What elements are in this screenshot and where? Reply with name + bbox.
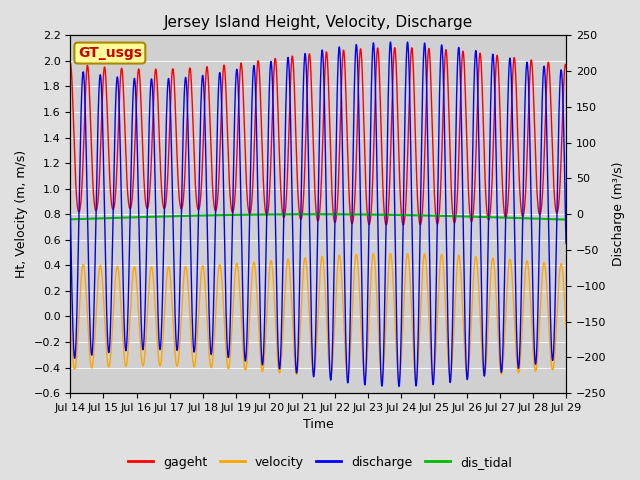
Legend: gageht, velocity, discharge, dis_tidal: gageht, velocity, discharge, dis_tidal — [123, 451, 517, 474]
X-axis label: Time: Time — [303, 419, 333, 432]
Y-axis label: Ht, Velocity (m, m/s): Ht, Velocity (m, m/s) — [15, 150, 28, 278]
Text: GT_usgs: GT_usgs — [78, 46, 142, 60]
Title: Jersey Island Height, Velocity, Discharge: Jersey Island Height, Velocity, Discharg… — [164, 15, 473, 30]
Y-axis label: Discharge (m³/s): Discharge (m³/s) — [612, 162, 625, 266]
